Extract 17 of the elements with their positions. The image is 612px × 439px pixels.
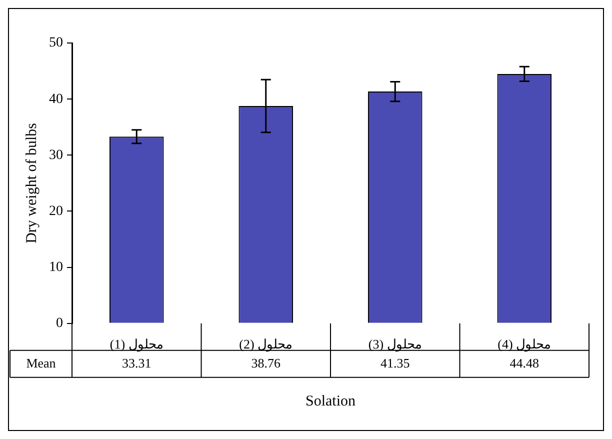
y-tick-label: 30 xyxy=(49,148,63,163)
x-axis-title: Solation xyxy=(305,393,356,410)
x-tick-label: محلول (4) xyxy=(498,336,552,353)
y-tick-label: 0 xyxy=(56,316,63,332)
data-label: 41.35 xyxy=(380,355,410,370)
data-label: 44.48 xyxy=(510,355,539,370)
x-tick-label: محلول (1) xyxy=(110,336,164,353)
y-tick-label: 10 xyxy=(49,260,63,275)
text: Mean xyxy=(26,355,56,370)
data-label: 38.76 xyxy=(251,355,281,370)
y-axis-title: Dry weight of bulbs xyxy=(24,122,40,244)
x-tick-label: محلول (3) xyxy=(368,336,422,353)
x-tick-label: محلول (2) xyxy=(239,336,293,353)
y-tick-label: 40 xyxy=(49,92,63,107)
data-label: 33.31 xyxy=(122,355,152,370)
y-tick-label: 20 xyxy=(49,204,63,219)
y-tick-label: 50 xyxy=(49,36,63,51)
